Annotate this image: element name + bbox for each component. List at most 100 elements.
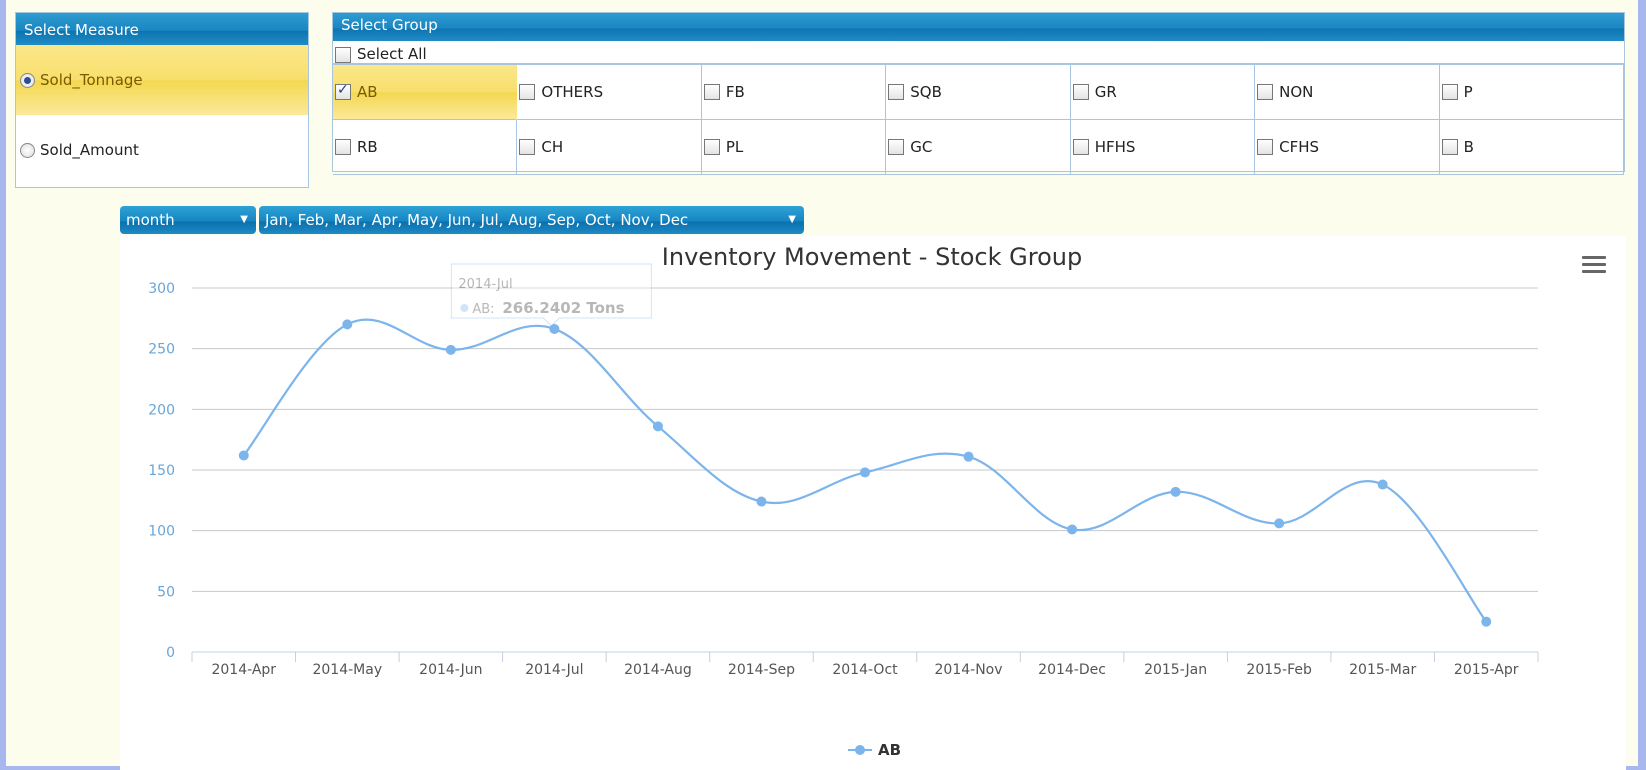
group-item-label: RB <box>357 138 378 156</box>
chart-menu-icon[interactable] <box>1582 256 1606 276</box>
period-select-value: month <box>126 211 175 229</box>
group-item-ch[interactable]: CH <box>517 120 702 175</box>
chevron-down-icon: ▼ <box>240 214 248 225</box>
chart-title: Inventory Movement - Stock Group <box>662 243 1082 271</box>
radio-selected-icon[interactable] <box>20 72 35 88</box>
group-item-label: GC <box>910 138 933 156</box>
group-item-gc[interactable]: GC <box>886 120 1071 175</box>
months-select-value: Jan, Feb, Mar, Apr, May, Jun, Jul, Aug, … <box>265 211 689 229</box>
select-all-checkbox[interactable] <box>335 47 351 63</box>
x-tick-label: 2015-Jan <box>1144 662 1207 678</box>
group-item-b[interactable]: B <box>1439 120 1624 175</box>
group-item-label: P <box>1463 83 1473 101</box>
measure-option-sold-amount[interactable]: Sold_Amount <box>16 115 308 185</box>
y-tick-label: 150 <box>148 463 175 479</box>
radio-unselected-icon[interactable] <box>20 142 35 158</box>
checkbox-icon[interactable] <box>1441 139 1458 155</box>
group-panel-title: Select Group <box>333 13 1624 41</box>
group-item-label: NON <box>1279 83 1314 101</box>
checkbox-icon[interactable] <box>1257 84 1274 100</box>
group-item-label: OTHERS <box>541 83 604 101</box>
x-tick-label: 2014-Aug <box>624 662 692 678</box>
group-item-ab[interactable]: AB <box>333 65 518 120</box>
y-tick-label: 0 <box>166 645 175 661</box>
group-item-rb[interactable]: RB <box>333 120 518 175</box>
data-point <box>342 319 353 330</box>
checkbox-icon[interactable] <box>1072 139 1089 155</box>
group-item-non[interactable]: NON <box>1255 65 1440 120</box>
window-frame-right <box>1638 0 1646 770</box>
checkbox-icon[interactable] <box>1441 84 1458 100</box>
months-select[interactable]: Jan, Feb, Mar, Apr, May, Jun, Jul, Aug, … <box>259 206 804 234</box>
tooltip: 2014-Jul AB: 266.2402 Tons <box>450 263 652 327</box>
checkbox-icon[interactable] <box>1072 84 1089 100</box>
group-item-label: PL <box>725 138 744 156</box>
period-select[interactable]: month ▼ <box>120 206 256 234</box>
measure-option-label: Sold_Tonnage <box>40 71 143 89</box>
x-tick-label: 2014-Nov <box>935 662 1003 678</box>
group-item-p[interactable]: P <box>1439 65 1624 120</box>
x-tick-label: 2015-Mar <box>1349 662 1416 678</box>
tooltip-marker <box>460 304 469 312</box>
group-item-hfhs[interactable]: HFHS <box>1070 120 1256 175</box>
group-grid: AB OTHERS FB SQB GR NON P RB CH PL GC HFHS CFHS B <box>333 65 1624 175</box>
x-tick-label: 2014-May <box>312 662 382 678</box>
data-point <box>860 467 870 478</box>
group-item-others[interactable]: OTHERS <box>517 65 702 120</box>
x-tick-label: 2014-Oct <box>832 662 898 678</box>
group-item-label: SQB <box>910 83 942 101</box>
measure-option-label: Sold_Amount <box>40 141 139 159</box>
group-item-sqb[interactable]: SQB <box>886 65 1071 120</box>
group-item-label: GR <box>1094 83 1117 101</box>
tooltip-value: 266.2402 Tons <box>502 299 624 317</box>
group-item-label: B <box>1463 138 1474 156</box>
y-tick-label: 50 <box>157 584 175 600</box>
group-item-gr[interactable]: GR <box>1070 65 1256 120</box>
group-item-label: FB <box>725 83 745 101</box>
data-point <box>756 496 767 507</box>
measure-panel-title: Select Measure <box>16 13 308 45</box>
chevron-down-icon: ▼ <box>788 214 796 225</box>
legend-marker <box>855 745 865 755</box>
group-panel: Select Group Select All AB OTHERS FB SQB GR N… <box>332 12 1625 175</box>
y-tick-label: 200 <box>148 402 175 418</box>
data-point <box>1170 486 1181 497</box>
y-tick-label: 250 <box>148 342 175 358</box>
checkbox-icon[interactable] <box>519 84 536 100</box>
x-tick-label: 2014-Apr <box>211 662 276 678</box>
checkbox-icon[interactable] <box>888 84 905 100</box>
x-tick-label: 2015-Apr <box>1454 662 1519 678</box>
data-point <box>238 450 249 461</box>
tooltip-box <box>450 263 652 327</box>
checkbox-icon[interactable] <box>703 139 720 155</box>
select-all-row[interactable]: Select All <box>333 41 1624 65</box>
group-item-fb[interactable]: FB <box>701 65 887 120</box>
y-tick-label: 100 <box>148 524 175 540</box>
group-item-label: HFHS <box>1094 138 1136 156</box>
x-tick-label: 2014-Jun <box>419 662 482 678</box>
group-item-label: AB <box>357 83 378 101</box>
checkbox-icon[interactable] <box>888 139 905 155</box>
checkbox-icon[interactable] <box>703 84 720 100</box>
legend-label: AB <box>878 741 901 759</box>
data-point <box>1067 524 1078 535</box>
x-tick-label: 2014-Dec <box>1038 662 1106 678</box>
group-item-pl[interactable]: PL <box>701 120 887 175</box>
x-tick-label: 2014-Jul <box>525 662 583 678</box>
measure-option-sold-tonnage[interactable]: Sold_Tonnage <box>16 45 308 115</box>
checkbox-icon[interactable] <box>1257 139 1274 155</box>
data-point <box>1377 479 1388 490</box>
checkbox-icon[interactable] <box>335 139 351 155</box>
checkbox-checked-icon[interactable] <box>335 82 351 100</box>
group-item-label: CFHS <box>1279 138 1320 156</box>
data-point <box>963 451 974 462</box>
window-frame-left <box>0 0 6 770</box>
checkbox-icon[interactable] <box>519 139 536 155</box>
tooltip-category: 2014-Jul <box>458 277 512 292</box>
chart-area: Inventory Movement - Stock Group 0 50 100 15… <box>120 236 1626 770</box>
data-point <box>1481 616 1492 627</box>
x-tick-label: 2014-Sep <box>728 662 795 678</box>
group-item-cfhs[interactable]: CFHS <box>1255 120 1440 175</box>
data-point <box>445 344 456 355</box>
data-point <box>1274 518 1285 529</box>
